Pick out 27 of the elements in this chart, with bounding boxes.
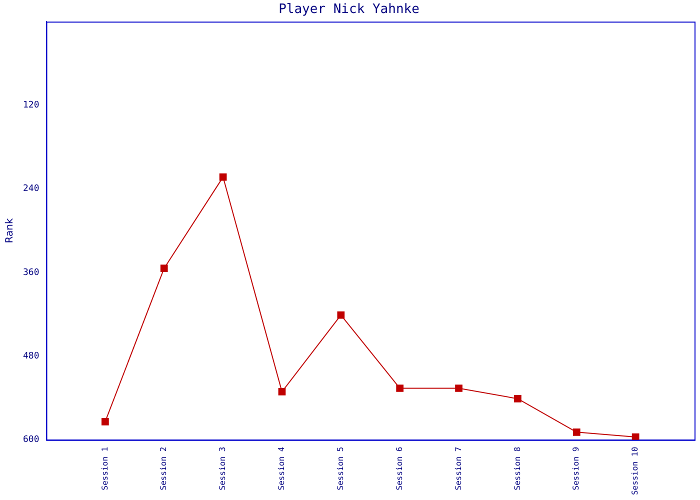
point [455, 384, 462, 392]
point [572, 428, 580, 436]
point [514, 395, 522, 402]
x-tick-label: Session 3 [218, 446, 228, 490]
point [219, 173, 227, 181]
point [337, 311, 345, 319]
x-tick-label: Session 5 [336, 446, 345, 490]
x-tick-label: Session 4 [277, 446, 286, 490]
y-tick-label: 240 [22, 184, 40, 194]
x-tick-label: Session 2 [159, 446, 168, 490]
chart-title: Player Nick Yahnke [278, 2, 420, 18]
y-tick-label: 360 [22, 268, 40, 278]
point [102, 418, 109, 426]
x-tick-label: Session 9 [572, 446, 581, 490]
point [160, 264, 168, 272]
y-tick-label: 480 [22, 352, 40, 362]
x-tick-label: Session 8 [512, 446, 522, 490]
x-tick-label: Session 1 [100, 446, 110, 490]
y-axis-title: Rank [4, 218, 16, 244]
point [396, 384, 404, 392]
y-tick-label: 120 [22, 100, 40, 111]
x-tick-label: Session 10 [630, 446, 640, 496]
point [278, 388, 286, 396]
point [632, 433, 640, 440]
y-tick-label: 600 [22, 435, 40, 446]
x-tick-label: Session 6 [394, 446, 404, 490]
x-tick-label: Session 7 [454, 446, 463, 490]
